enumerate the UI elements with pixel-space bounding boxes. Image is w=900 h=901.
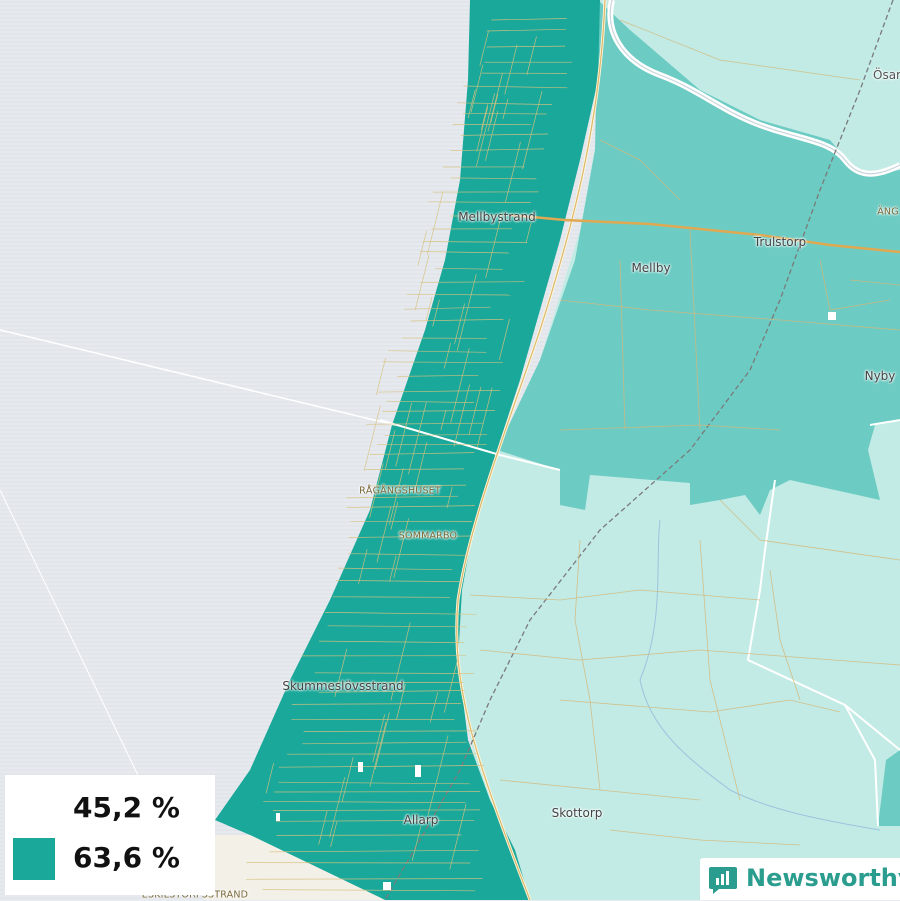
place-label-allarp: Allarp [404, 813, 439, 827]
place-label-skummeslovsstrand: Skummeslövsstrand [282, 679, 403, 693]
place-label-mellbystrand: Mellbystrand [458, 210, 536, 224]
newsworthy-brand[interactable]: Newsworthy [700, 858, 900, 900]
brand-name: Newsworthy [746, 860, 900, 896]
place-label-ragangshuset: RÅGÅNGSHUSET [359, 486, 441, 497]
legend-item: 63,6 % [5, 835, 215, 881]
legend-swatch [13, 788, 55, 830]
place-label-trulstorp: Trulstorp [754, 235, 806, 249]
legend-item: 45,2 % [5, 785, 215, 831]
bar-chart-icon [708, 864, 738, 894]
place-label-sommarbo: SOMMARBO [399, 531, 457, 542]
place-label-osar: Ösar [873, 68, 900, 82]
place-label-ang: ÄNG [877, 207, 899, 218]
legend-label: 45,2 % [73, 785, 180, 831]
place-label-nyby: Nyby [865, 369, 896, 383]
place-label-skottorp: Skottorp [552, 806, 603, 820]
legend-label: 63,6 % [73, 835, 180, 881]
map-legend: 45,2 % 63,6 % [5, 775, 215, 895]
legend-swatch [13, 838, 55, 880]
place-label-mellby: Mellby [631, 261, 670, 275]
